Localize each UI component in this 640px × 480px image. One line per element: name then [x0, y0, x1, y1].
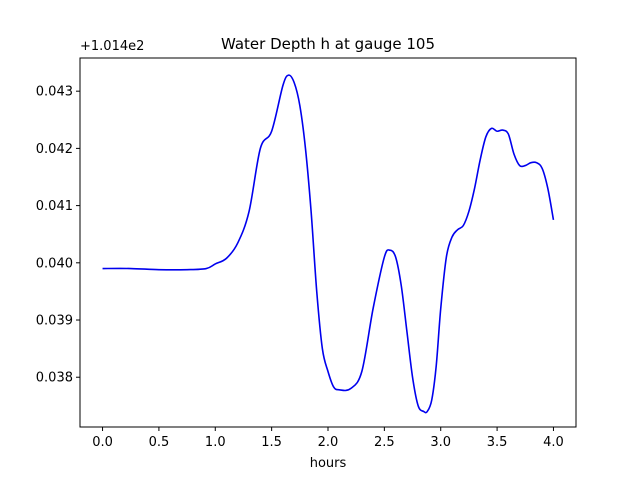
- series-line-0: [102, 74, 555, 414]
- x-tick-label: 3.5: [487, 435, 508, 450]
- x-tick-label: 2.0: [318, 435, 339, 450]
- x-tick-label: 1.5: [261, 435, 282, 450]
- y-tick-label: 0.040: [36, 256, 73, 271]
- x-tick-label: 1.0: [205, 435, 226, 450]
- y-tick-label: 0.041: [36, 199, 73, 214]
- y-tick-label: 0.043: [36, 85, 73, 100]
- y-tick-label: 0.039: [36, 314, 73, 329]
- y-tick-label: 0.038: [36, 371, 73, 386]
- x-tick-label: 2.5: [374, 435, 395, 450]
- y-tick-label: 0.042: [36, 142, 73, 157]
- chart-title: Water Depth h at gauge 105: [221, 35, 435, 53]
- x-tick-label: 4.0: [543, 435, 564, 450]
- plot-area: [79, 57, 577, 428]
- x-tick-label: 0.5: [149, 435, 170, 450]
- x-axis: 0.0 0.5 1.0 1.5 2.0 2.5 3.0 3.5 4.0: [92, 427, 564, 450]
- y-axis-offset-label: +1.014e2: [80, 39, 144, 54]
- x-tick-label: 0.0: [92, 435, 113, 450]
- x-tick-label: 3.0: [430, 435, 451, 450]
- y-axis: 0.038 0.039 0.040 0.041 0.042 0.043: [36, 85, 80, 386]
- x-axis-label: hours: [310, 456, 347, 471]
